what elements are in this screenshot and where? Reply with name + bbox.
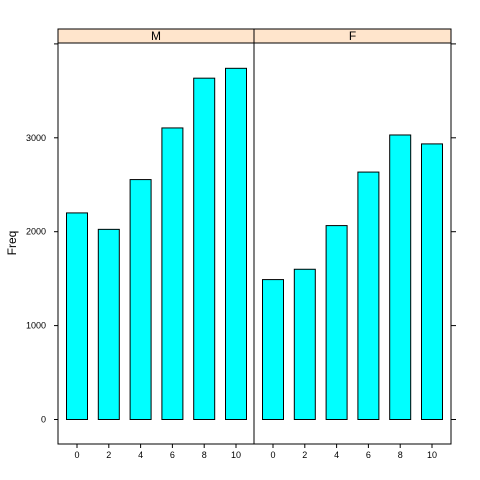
y-axis-title: Freq bbox=[5, 231, 19, 256]
x-tick-label: 8 bbox=[398, 450, 403, 460]
bar-m-8 bbox=[193, 77, 216, 421]
y-tick-label: 0 bbox=[41, 415, 46, 425]
bar-f-0 bbox=[262, 279, 284, 420]
y-tick-label: 1000 bbox=[26, 321, 46, 331]
panel-frame-f bbox=[253, 42, 452, 445]
axes-layer: 0 2 4 6 8 10 0 2 4 6 8 10 0 1000 2000 3000 bbox=[26, 43, 456, 460]
x-tick-label: 4 bbox=[138, 450, 143, 460]
x-tick-label: 8 bbox=[202, 450, 207, 460]
bar-m-4 bbox=[129, 179, 152, 420]
x-tick-label: 6 bbox=[366, 450, 371, 460]
bar-f-2 bbox=[293, 268, 316, 421]
x-tick-label: 0 bbox=[74, 450, 79, 460]
bar-m-10 bbox=[225, 67, 247, 421]
bar-f-8 bbox=[389, 134, 412, 420]
x-tick-label: 10 bbox=[231, 450, 241, 460]
bar-f-6 bbox=[357, 171, 380, 420]
x-tick-label: 4 bbox=[334, 450, 339, 460]
panel-f: F bbox=[253, 28, 452, 445]
x-tick-label: 2 bbox=[302, 450, 307, 460]
strip-label-m: M bbox=[151, 29, 161, 43]
x-tick-label: 2 bbox=[106, 450, 111, 460]
panel-m: M bbox=[57, 28, 255, 445]
x-tick-label: 10 bbox=[427, 450, 437, 460]
bar-f-10 bbox=[421, 143, 443, 420]
bar-m-2 bbox=[97, 228, 120, 420]
x-tick-label: 0 bbox=[270, 450, 275, 460]
bar-m-6 bbox=[161, 127, 184, 421]
strip-label-f: F bbox=[349, 29, 356, 43]
y-tick-label: 3000 bbox=[26, 133, 46, 143]
x-tick-label: 6 bbox=[170, 450, 175, 460]
y-tick-label: 2000 bbox=[26, 227, 46, 237]
bar-m-0 bbox=[66, 212, 88, 420]
bar-f-4 bbox=[325, 225, 348, 420]
